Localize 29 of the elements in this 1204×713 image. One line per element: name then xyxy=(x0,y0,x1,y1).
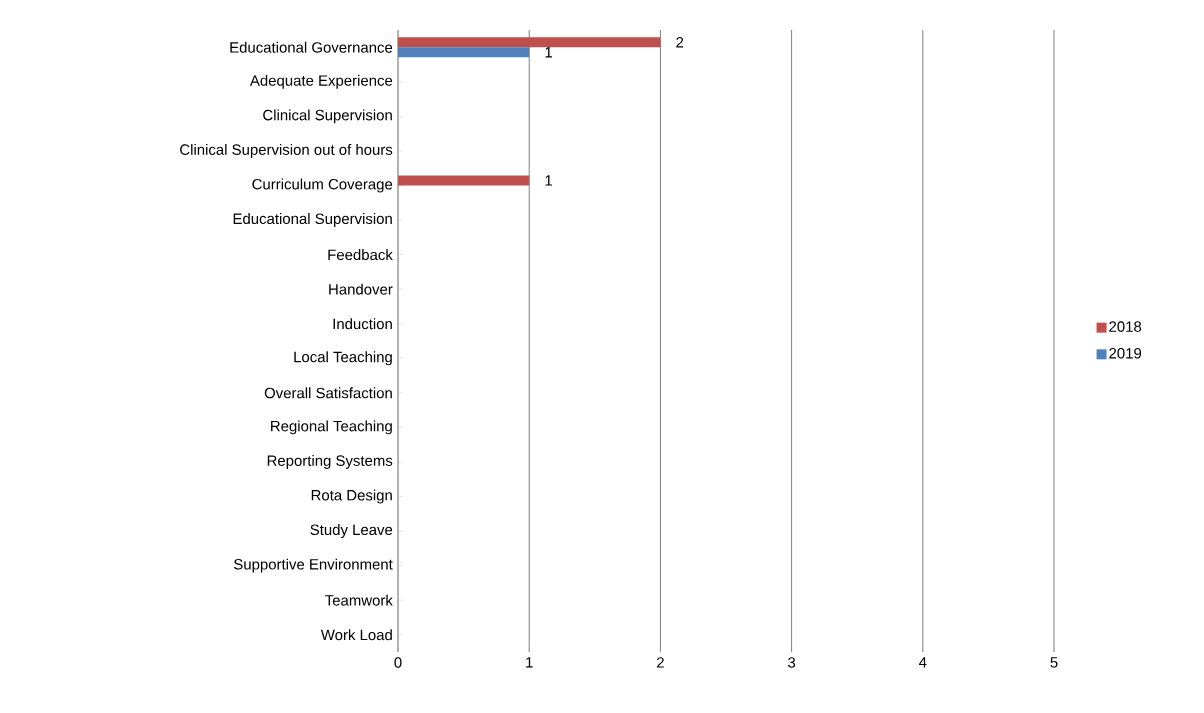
y-tick-label: Educational Governance xyxy=(230,41,393,53)
y-tick-label: Rota Design xyxy=(311,489,392,504)
x-tick-label: 2 xyxy=(657,657,664,668)
y-tick-label: Study Leave xyxy=(310,524,393,538)
legend-label: 2018 xyxy=(1109,321,1142,332)
data-label: 1 xyxy=(545,175,552,186)
x-tick-label: 0 xyxy=(394,657,402,668)
x-tick-label: 3 xyxy=(788,657,796,668)
y-tick-label: Curriculum Coverage xyxy=(252,178,393,193)
y-tick-label: Handover xyxy=(329,283,393,295)
y-tick-label: Clinical Supervision xyxy=(263,109,392,124)
data-label: 1 xyxy=(545,47,552,58)
y-tick-label: Reporting Systems xyxy=(267,454,393,469)
x-tick-label: 4 xyxy=(919,657,927,668)
x-tick-label: 1 xyxy=(526,657,533,668)
y-tick-label: Clinical Supervision out of hours xyxy=(180,143,393,158)
y-tick-label: Adequate Experience xyxy=(249,74,393,89)
y-tick-label: Supportive Environment xyxy=(234,558,393,573)
y-tick-label: Teamwork xyxy=(325,594,393,606)
data-label: 2 xyxy=(676,37,684,48)
x-tick-label: 5 xyxy=(1050,657,1058,668)
y-tick-label: Local Teaching xyxy=(294,351,392,366)
y-tick-label: Overall Satisfaction xyxy=(264,387,392,399)
y-tick-label: Feedback xyxy=(328,249,393,261)
y-tick-label: Regional Teaching xyxy=(271,420,392,435)
y-tick-label: Induction xyxy=(333,318,392,330)
y-tick-label: Educational Supervision xyxy=(233,213,392,227)
legend-label: 2019 xyxy=(1109,347,1142,359)
y-tick-label: Work Load xyxy=(320,629,392,641)
